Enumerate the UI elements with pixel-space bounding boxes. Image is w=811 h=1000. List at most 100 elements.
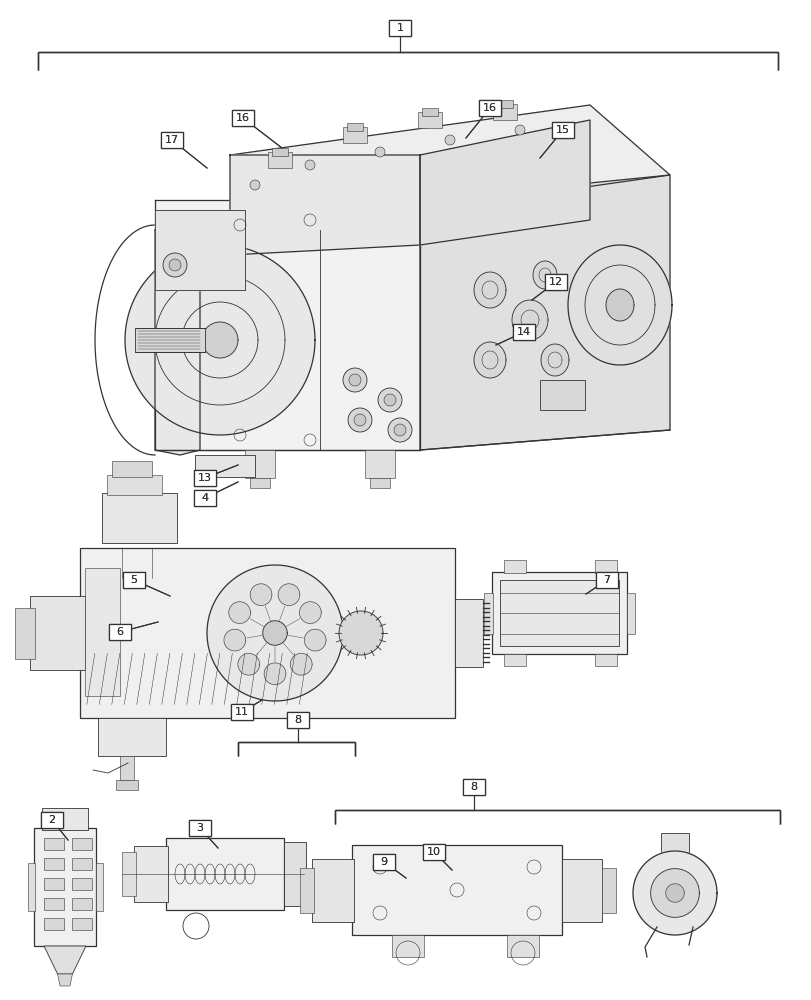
FancyBboxPatch shape bbox=[388, 20, 410, 36]
Bar bbox=[80, 548, 454, 718]
Polygon shape bbox=[304, 629, 326, 651]
Polygon shape bbox=[230, 155, 419, 255]
Text: 10: 10 bbox=[427, 847, 440, 857]
Text: 12: 12 bbox=[548, 277, 562, 287]
Bar bbox=[483, 592, 492, 634]
Text: 11: 11 bbox=[234, 707, 249, 717]
Bar bbox=[195, 455, 255, 477]
Text: 16: 16 bbox=[236, 113, 250, 123]
FancyBboxPatch shape bbox=[513, 324, 534, 340]
Polygon shape bbox=[264, 663, 285, 685]
Circle shape bbox=[163, 253, 187, 277]
Bar bbox=[626, 592, 634, 634]
Bar bbox=[539, 380, 584, 410]
Text: 12: 12 bbox=[548, 277, 562, 287]
FancyBboxPatch shape bbox=[513, 324, 534, 340]
Polygon shape bbox=[474, 272, 505, 308]
Bar bbox=[72, 918, 92, 930]
Bar bbox=[491, 572, 626, 654]
Bar bbox=[122, 852, 135, 896]
Bar bbox=[250, 478, 270, 488]
FancyBboxPatch shape bbox=[478, 100, 500, 116]
Circle shape bbox=[169, 259, 181, 271]
Bar bbox=[504, 654, 526, 666]
FancyBboxPatch shape bbox=[122, 572, 145, 588]
Text: 16: 16 bbox=[483, 103, 496, 113]
Polygon shape bbox=[540, 344, 569, 376]
FancyBboxPatch shape bbox=[189, 820, 211, 836]
Polygon shape bbox=[419, 175, 669, 450]
Polygon shape bbox=[512, 300, 547, 340]
Bar bbox=[72, 838, 92, 850]
Text: 3: 3 bbox=[196, 823, 204, 833]
Polygon shape bbox=[650, 869, 698, 917]
Polygon shape bbox=[290, 653, 311, 675]
FancyBboxPatch shape bbox=[372, 854, 394, 870]
Text: 16: 16 bbox=[236, 113, 250, 123]
Bar bbox=[504, 560, 526, 573]
FancyBboxPatch shape bbox=[544, 274, 566, 290]
FancyBboxPatch shape bbox=[544, 274, 566, 290]
Bar bbox=[492, 104, 517, 120]
Text: 5: 5 bbox=[131, 575, 137, 585]
Bar bbox=[311, 858, 354, 922]
Text: 2: 2 bbox=[49, 815, 55, 825]
FancyBboxPatch shape bbox=[551, 122, 573, 138]
Text: 14: 14 bbox=[517, 327, 530, 337]
Circle shape bbox=[348, 408, 371, 432]
Circle shape bbox=[342, 368, 367, 392]
FancyBboxPatch shape bbox=[595, 572, 617, 588]
Bar bbox=[245, 450, 275, 478]
Bar bbox=[601, 867, 616, 912]
Polygon shape bbox=[202, 322, 238, 358]
Polygon shape bbox=[568, 245, 672, 365]
Polygon shape bbox=[263, 621, 287, 645]
Bar bbox=[351, 845, 561, 935]
Polygon shape bbox=[44, 946, 86, 974]
Polygon shape bbox=[665, 884, 684, 902]
FancyBboxPatch shape bbox=[388, 20, 410, 36]
Bar bbox=[506, 935, 539, 957]
Bar bbox=[268, 152, 292, 168]
Text: 5: 5 bbox=[131, 575, 137, 585]
Bar bbox=[72, 878, 92, 890]
Circle shape bbox=[384, 394, 396, 406]
Bar bbox=[112, 461, 152, 477]
Bar bbox=[44, 858, 64, 870]
Bar bbox=[346, 123, 363, 131]
Bar bbox=[422, 108, 437, 116]
FancyBboxPatch shape bbox=[595, 572, 617, 588]
FancyBboxPatch shape bbox=[478, 100, 500, 116]
Bar bbox=[30, 596, 85, 670]
Polygon shape bbox=[338, 611, 383, 655]
Polygon shape bbox=[419, 120, 590, 245]
Polygon shape bbox=[532, 261, 556, 289]
FancyBboxPatch shape bbox=[194, 470, 216, 486]
FancyBboxPatch shape bbox=[423, 844, 444, 860]
Bar bbox=[370, 478, 389, 488]
Bar bbox=[272, 148, 288, 156]
Text: 2: 2 bbox=[49, 815, 55, 825]
Bar bbox=[561, 858, 601, 922]
FancyBboxPatch shape bbox=[41, 812, 63, 828]
Polygon shape bbox=[230, 105, 669, 225]
Polygon shape bbox=[224, 629, 246, 651]
Text: 6: 6 bbox=[116, 627, 123, 637]
Bar bbox=[135, 328, 204, 352]
Polygon shape bbox=[605, 289, 633, 321]
Text: 6: 6 bbox=[116, 627, 123, 637]
FancyBboxPatch shape bbox=[232, 110, 254, 126]
Bar bbox=[660, 833, 689, 853]
Bar bbox=[34, 828, 96, 946]
FancyBboxPatch shape bbox=[194, 470, 216, 486]
Bar bbox=[44, 878, 64, 890]
Polygon shape bbox=[299, 602, 321, 623]
Text: 1: 1 bbox=[396, 23, 403, 33]
Polygon shape bbox=[155, 210, 245, 290]
Text: 13: 13 bbox=[198, 473, 212, 483]
Text: 8: 8 bbox=[294, 715, 301, 725]
Polygon shape bbox=[58, 974, 72, 986]
Bar bbox=[496, 100, 513, 108]
Bar bbox=[42, 808, 88, 830]
Bar bbox=[15, 607, 35, 658]
